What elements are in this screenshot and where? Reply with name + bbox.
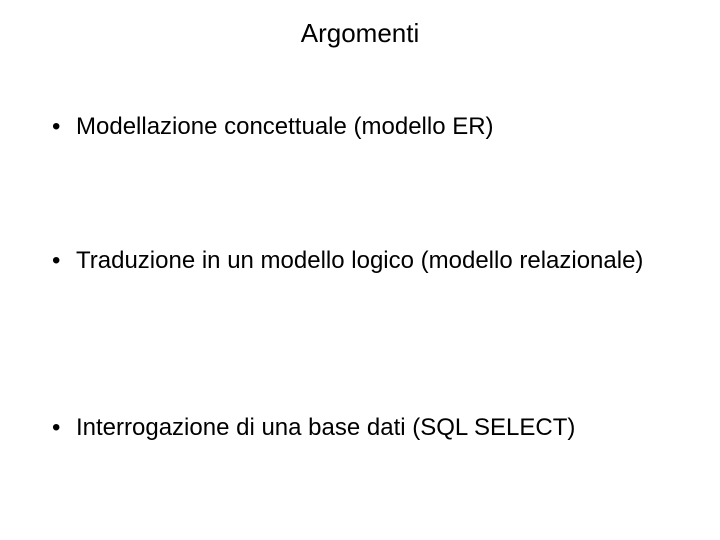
bullet-item: • Modellazione concettuale (modello ER) [50,112,670,142]
bullet-dot-icon: • [50,413,76,443]
bullet-dot-icon: • [50,112,76,142]
bullet-item: • Interrogazione di una base dati (SQL S… [50,413,670,443]
bullet-text: Modellazione concettuale (modello ER) [76,112,670,142]
slide-title: Argomenti [0,18,720,49]
bullet-dot-icon: • [50,246,76,276]
bullet-item: • Traduzione in un modello logico (model… [50,246,670,276]
bullet-text: Interrogazione di una base dati (SQL SEL… [76,413,670,443]
bullet-text: Traduzione in un modello logico (modello… [76,246,670,276]
